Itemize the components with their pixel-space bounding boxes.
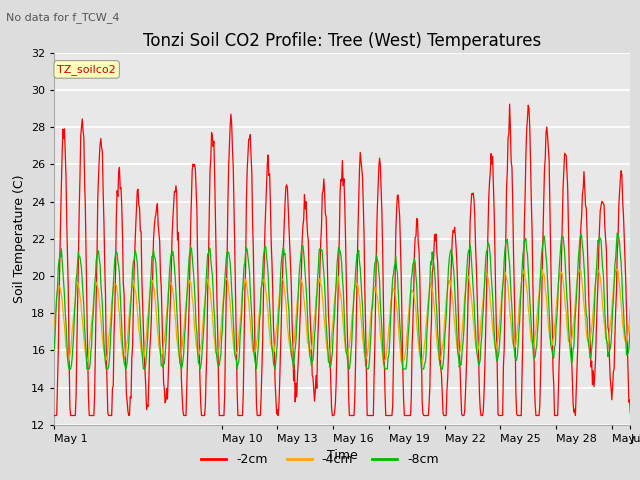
- -2cm: [506, 101, 513, 107]
- -4cm: [627, 304, 634, 310]
- Text: No data for f_TCW_4: No data for f_TCW_4: [6, 12, 120, 23]
- -8cm: [613, 230, 621, 236]
- -2cm: [627, 411, 634, 417]
- -8cm: [177, 362, 184, 368]
- -8cm: [342, 349, 350, 355]
- -2cm: [600, 202, 608, 207]
- Text: TZ_soilco2: TZ_soilco2: [58, 64, 116, 75]
- -8cm: [600, 289, 608, 295]
- -4cm: [51, 323, 58, 328]
- Line: -8cm: -8cm: [54, 233, 630, 369]
- -4cm: [176, 354, 184, 360]
- -2cm: [581, 183, 589, 189]
- -8cm: [227, 260, 234, 266]
- -4cm: [399, 362, 406, 368]
- -4cm: [225, 293, 233, 299]
- -2cm: [342, 234, 349, 240]
- -2cm: [51, 413, 58, 419]
- -2cm: [176, 294, 184, 300]
- Line: -2cm: -2cm: [54, 104, 630, 416]
- -8cm: [627, 323, 634, 328]
- Legend: -2cm, -4cm, -8cm: -2cm, -4cm, -8cm: [196, 448, 444, 471]
- -8cm: [51, 346, 58, 352]
- -8cm: [486, 253, 494, 259]
- -4cm: [581, 308, 589, 313]
- Line: -4cm: -4cm: [54, 269, 630, 365]
- X-axis label: Time: Time: [327, 449, 358, 462]
- -4cm: [342, 348, 349, 354]
- -4cm: [601, 324, 609, 330]
- -8cm: [65, 366, 73, 372]
- Title: Tonzi Soil CO2 Profile: Tree (West) Temperatures: Tonzi Soil CO2 Profile: Tree (West) Temp…: [143, 32, 541, 50]
- -8cm: [581, 275, 589, 280]
- Y-axis label: Soil Temperature (C): Soil Temperature (C): [13, 175, 26, 303]
- -4cm: [486, 298, 494, 303]
- -2cm: [225, 143, 233, 149]
- -4cm: [593, 266, 600, 272]
- -2cm: [486, 180, 493, 185]
